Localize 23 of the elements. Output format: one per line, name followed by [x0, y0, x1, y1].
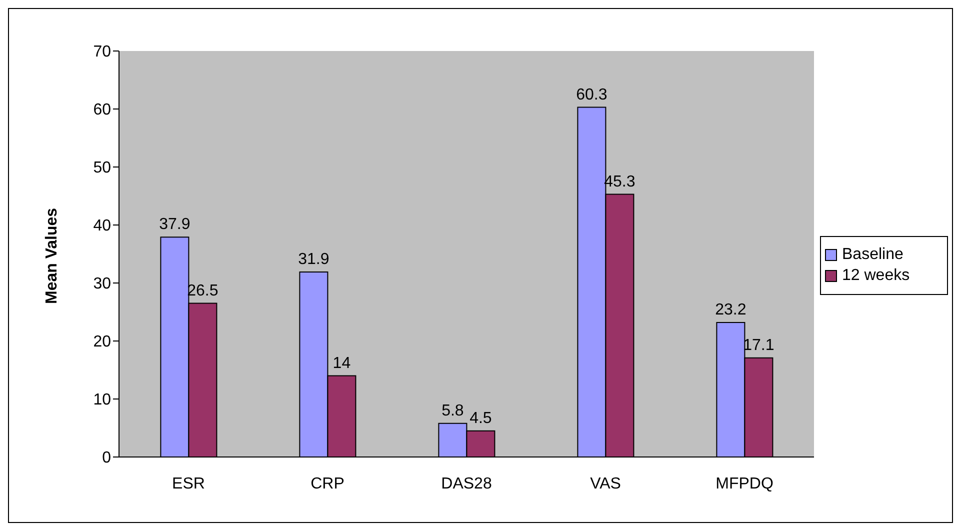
- legend-label: Baseline: [842, 246, 904, 264]
- data-label: 60.3: [576, 86, 608, 104]
- y-tick-label: 20: [93, 334, 112, 351]
- y-axis-title: Mean Values: [44, 208, 61, 304]
- x-tick-label: MFPDQ: [716, 475, 774, 492]
- x-tick-label: CRP: [310, 475, 344, 492]
- x-tick-label: DAS28: [441, 475, 492, 492]
- y-tick-label: 30: [93, 276, 112, 293]
- x-tick-label: ESR: [172, 475, 205, 492]
- y-tick-label: 40: [93, 218, 112, 235]
- y-tick-label: 50: [93, 160, 112, 177]
- data-label: 5.8: [442, 402, 464, 420]
- data-label: 23.2: [715, 301, 746, 318]
- y-tick-label: 0: [102, 450, 112, 467]
- y-tick-label: 10: [93, 392, 112, 409]
- legend-label: 12 weeks: [842, 267, 910, 285]
- y-tick-label: 60: [93, 102, 112, 119]
- data-label: 4.5: [470, 410, 492, 427]
- data-label: 14: [332, 354, 351, 372]
- data-label: 37.9: [159, 216, 190, 234]
- x-tick-label: VAS: [590, 475, 621, 492]
- data-label: 31.9: [298, 250, 330, 268]
- y-tick-label: 70: [93, 44, 112, 61]
